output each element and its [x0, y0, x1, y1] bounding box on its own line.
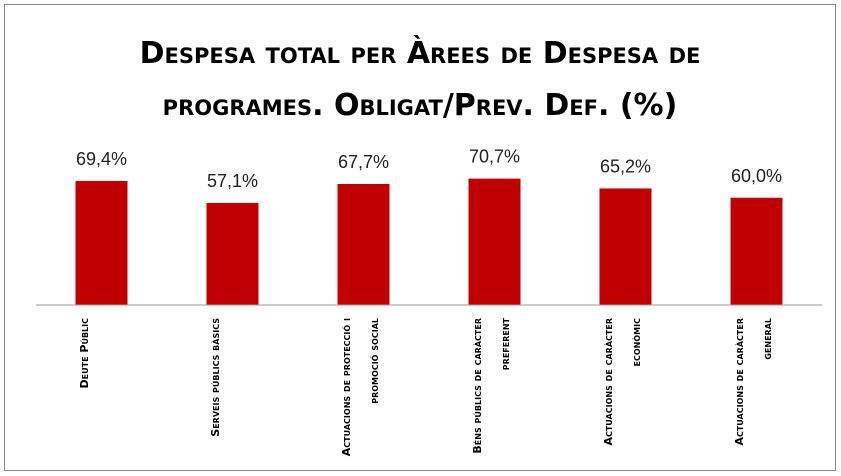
value-label: 69,4%: [76, 149, 127, 169]
bar: [337, 183, 390, 305]
bar: [599, 188, 652, 305]
bar: [206, 202, 259, 305]
value-label: 60,0%: [731, 166, 782, 186]
x-tick-label: Serveis públics bàsics: [208, 318, 222, 437]
chart-title: Despesa total per Àrees de Despesa de pr…: [139, 36, 701, 123]
bar: [468, 178, 521, 305]
chart-border: [4, 4, 836, 471]
value-label: 67,7%: [338, 152, 389, 172]
x-tick-label: Actuacions de caràcter general: [732, 318, 774, 446]
value-label: 70,7%: [469, 147, 520, 167]
bar: [75, 180, 128, 305]
x-tick-label: Actuacions de caràcter econòmic: [601, 318, 643, 446]
x-tick-label: Béns públics de caràcter preferent: [470, 318, 512, 454]
value-label: 57,1%: [207, 171, 258, 191]
value-label: 65,2%: [600, 156, 651, 176]
bar: [730, 197, 783, 305]
x-tick-label: Deute Públic: [77, 318, 91, 389]
x-tick-label: Actuacions de protecció i promoció socia…: [339, 318, 381, 457]
